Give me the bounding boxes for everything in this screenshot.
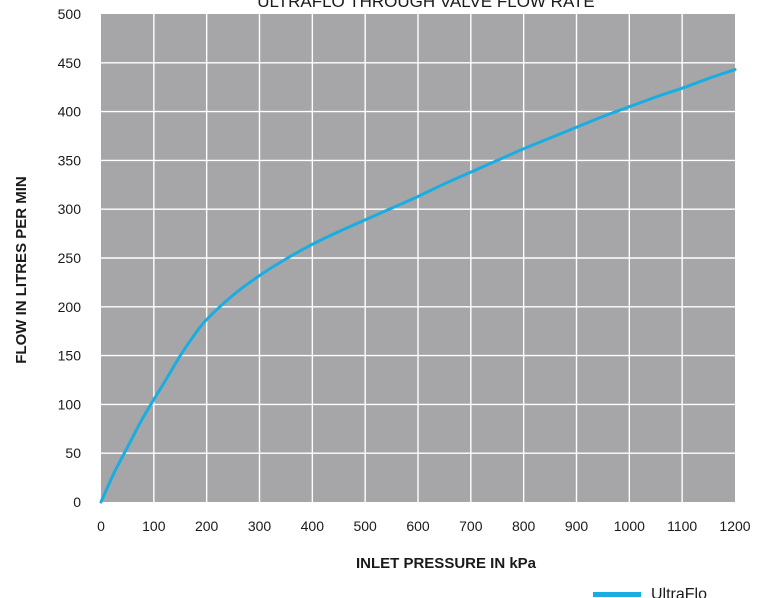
y-tick-label: 250 xyxy=(58,250,82,266)
x-axis-title: INLET PRESSURE IN kPa xyxy=(356,555,537,572)
y-tick-label: 500 xyxy=(58,6,82,22)
x-tick-label: 400 xyxy=(301,518,325,534)
legend-swatch-ultraflo xyxy=(593,592,641,597)
x-tick-label: 100 xyxy=(142,518,166,534)
x-tick-label: 1000 xyxy=(614,518,645,534)
y-tick-label: 400 xyxy=(58,104,82,120)
x-tick-label: 1200 xyxy=(719,518,750,534)
y-tick-label: 50 xyxy=(65,445,81,461)
y-tick-label: 0 xyxy=(73,494,81,510)
legend: UltraFlo xyxy=(593,586,707,598)
chart-title: ULTRAFLO THROUGH VALVE FLOW RATE xyxy=(257,0,595,11)
y-tick-label: 350 xyxy=(58,152,82,168)
x-tick-label: 900 xyxy=(565,518,589,534)
x-axis-ticks: 0 100 200 300 400 500 600 700 800 900 1000 1100 1200 xyxy=(97,518,751,534)
y-axis-title: FLOW IN LITRES PER MIN xyxy=(13,176,30,364)
x-tick-label: 800 xyxy=(512,518,536,534)
x-tick-label: 300 xyxy=(248,518,272,534)
legend-label-ultraflo: UltraFlo xyxy=(651,586,707,598)
y-tick-label: 200 xyxy=(58,299,82,315)
x-tick-label: 600 xyxy=(406,518,430,534)
y-tick-label: 450 xyxy=(58,55,82,71)
y-tick-label: 300 xyxy=(58,201,82,217)
grid xyxy=(101,14,735,502)
x-tick-label: 0 xyxy=(97,518,105,534)
x-tick-label: 500 xyxy=(353,518,377,534)
x-tick-label: 700 xyxy=(459,518,483,534)
x-tick-label: 200 xyxy=(195,518,219,534)
y-tick-label: 100 xyxy=(58,396,82,412)
x-tick-label: 1100 xyxy=(667,518,697,534)
series-layer xyxy=(99,68,737,504)
y-axis-ticks: 0 50 100 150 200 250 300 350 400 450 500 xyxy=(58,6,82,510)
y-tick-label: 150 xyxy=(58,348,82,364)
series-line-ultraflo xyxy=(99,68,737,504)
